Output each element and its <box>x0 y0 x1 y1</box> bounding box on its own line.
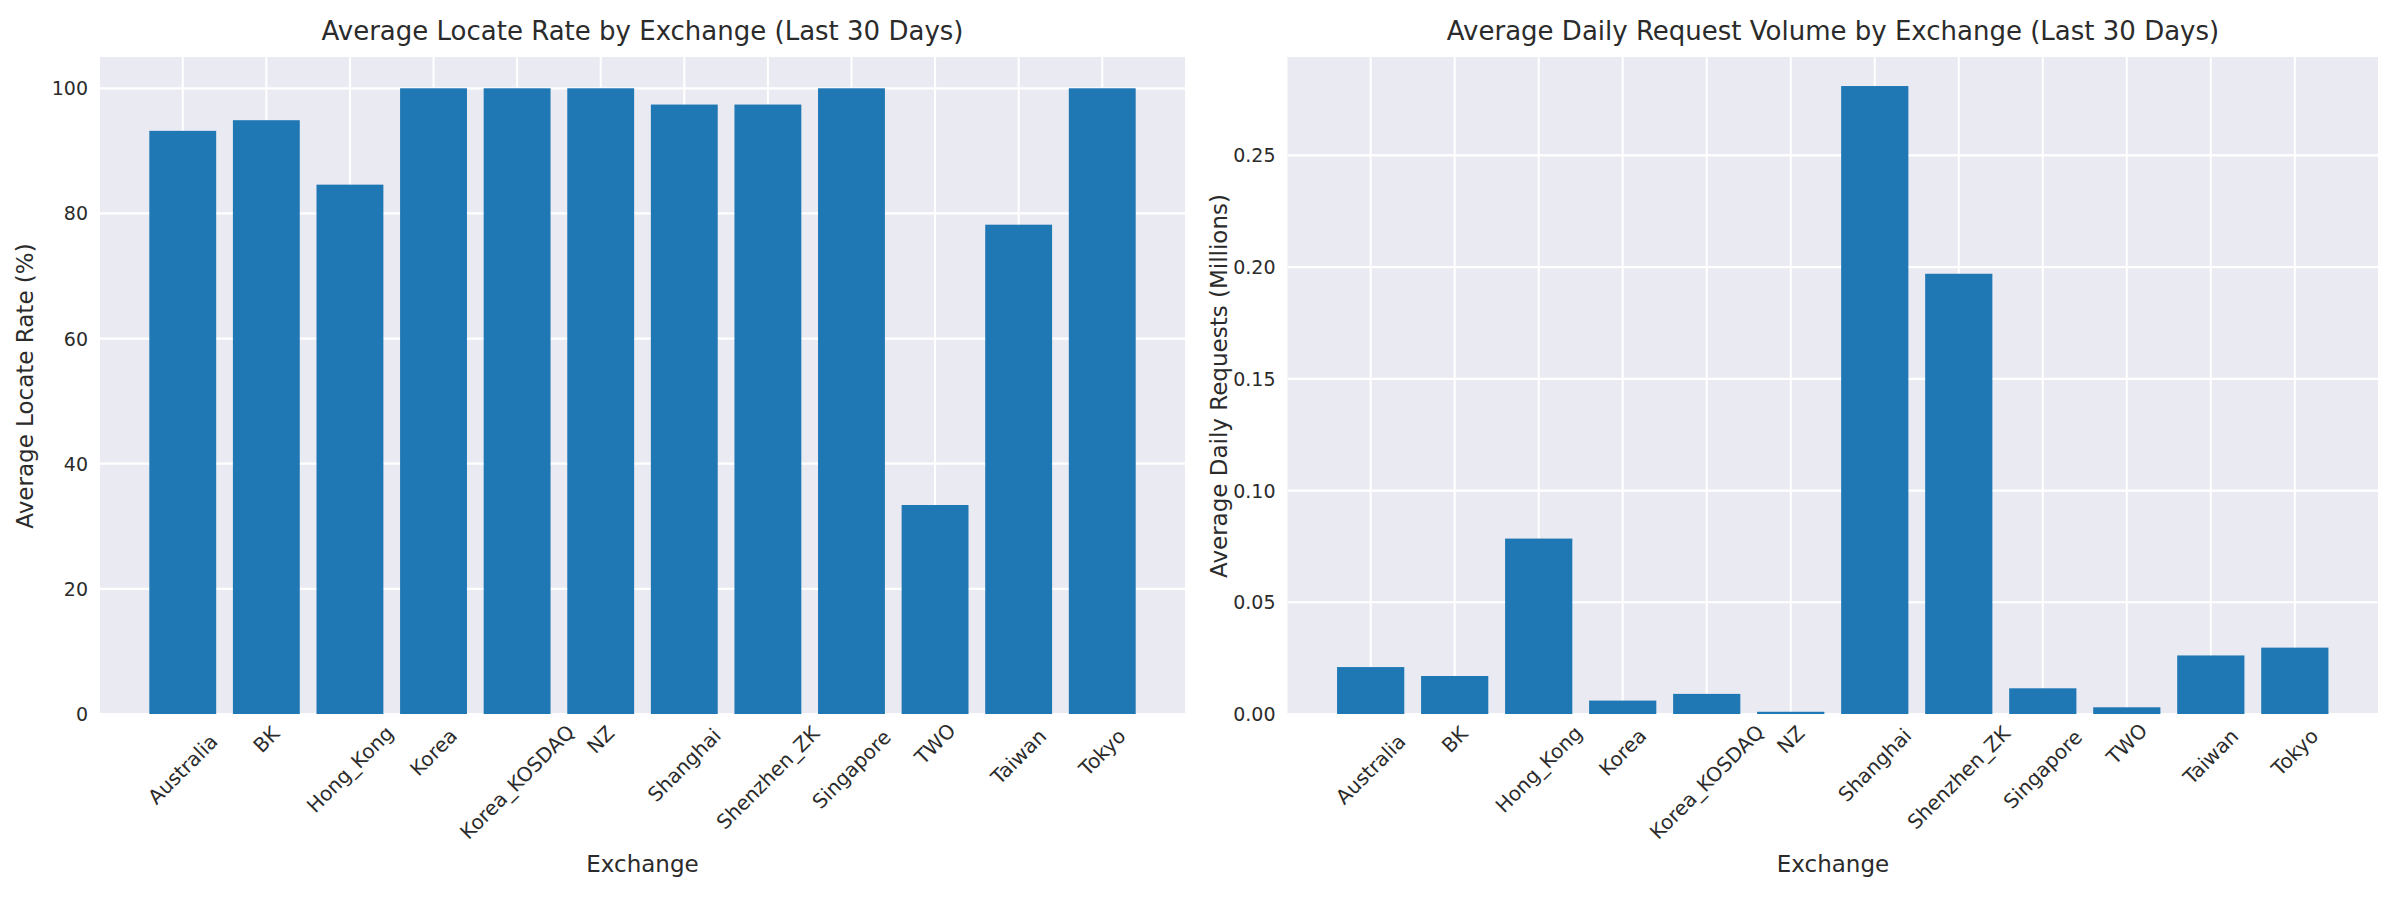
bar-TWO <box>2093 707 2160 714</box>
x-tick-label: Hong_Kong <box>1490 721 1586 817</box>
x-tick-label: BK <box>248 721 285 758</box>
bar-Hong_Kong <box>316 185 383 714</box>
bar-BK <box>1421 676 1488 714</box>
bar-TWO <box>902 505 969 714</box>
x-tick-label: Shenzhen_ZK <box>712 721 825 834</box>
x-tick-label: Taiwan <box>2178 724 2244 790</box>
bar-Singapore <box>818 88 885 714</box>
x-tick-label: Taiwan <box>985 724 1051 790</box>
bar-Korea_KOSDAQ <box>484 88 551 714</box>
y-tick-label: 20 <box>64 578 88 600</box>
bar-Taiwan <box>985 225 1052 714</box>
y-tick-label: 0.20 <box>1233 256 1275 278</box>
bar-Shanghai <box>651 105 718 714</box>
x-tick-label: Korea <box>1594 724 1651 781</box>
x-tick-label: Tokyo <box>1073 724 1130 781</box>
y-tick-label: 0 <box>76 703 88 725</box>
bar-Taiwan <box>2177 655 2244 714</box>
y-tick-label: 40 <box>64 453 88 475</box>
x-tick-label: Australia <box>1331 729 1411 809</box>
bar-Australia <box>1337 667 1404 714</box>
x-tick-label: TWO <box>909 718 960 769</box>
x-tick-label: TWO <box>2101 718 2152 769</box>
bar-Singapore <box>2009 688 2076 714</box>
locate-rate-plot: 0 20 40 60 80 100 Australia BK Hong_KongKoreaKor… <box>0 0 1200 900</box>
x-tick-label: Shanghai <box>643 723 726 806</box>
x-tick-label: Korea_KOSDAQ <box>1645 720 1769 844</box>
bar-NZ <box>567 88 634 714</box>
chart-title: Average Daily Request Volume by Exchange… <box>1288 17 2378 46</box>
x-tick-label: Korea_KOSDAQ <box>455 720 579 844</box>
y-tick-label: 60 <box>64 328 88 350</box>
bar-Tokyo <box>2261 648 2328 714</box>
x-axis-label: Exchange <box>1288 851 2378 877</box>
y-axis-label: Average Locate Rate (%) <box>10 86 40 686</box>
bar-Shenzhen_ZK <box>734 105 801 714</box>
y-tick-label: 80 <box>64 202 88 224</box>
x-tick-label: Shanghai <box>1833 723 1916 806</box>
x-tick-label: Australia <box>143 729 223 809</box>
bar-Tokyo <box>1069 88 1136 714</box>
bar-Shanghai <box>1841 86 1908 714</box>
bar-Korea_KOSDAQ <box>1673 694 1740 714</box>
y-tick-label: 0.10 <box>1233 480 1275 502</box>
bar-Hong_Kong <box>1505 539 1572 714</box>
y-tick-label: 0.25 <box>1233 144 1275 166</box>
y-tick-label: 0.00 <box>1233 703 1275 725</box>
chart-title: Average Locate Rate by Exchange (Last 30… <box>100 17 1185 46</box>
figure-canvas: 020406080100AustraliaBKHong_KongKoreaKor… <box>0 0 2400 900</box>
x-tick-label: NZ <box>582 721 619 758</box>
request-volume-plot: 0.00 0.05 0.10 0.15 0.20 0.25 Australia BK Hong_… <box>1200 0 2400 900</box>
x-tick-label: Tokyo <box>2266 724 2323 781</box>
x-tick-label: Shenzhen_ZK <box>1902 721 2015 834</box>
y-tick-label: 100 <box>52 77 88 99</box>
x-tick-label: NZ <box>1772 721 1809 758</box>
chart-locate-rate: 0 20 40 60 80 100 Australia BK Hong_KongKoreaKor… <box>0 0 1200 900</box>
bar-NZ <box>1757 712 1824 714</box>
y-axis-label: Average Daily Requests (Millions) <box>1204 86 1234 686</box>
x-tick-label: Korea <box>405 724 462 781</box>
bar-Australia <box>149 131 216 714</box>
x-tick-label: Hong_Kong <box>302 721 398 817</box>
x-tick-label: BK <box>1437 721 1474 758</box>
y-tick-label: 0.05 <box>1233 591 1275 613</box>
bar-BK <box>233 120 300 714</box>
bar-Korea <box>400 88 467 714</box>
bar-Korea <box>1589 701 1656 714</box>
x-axis-label: Exchange <box>100 851 1185 877</box>
y-tick-label: 0.15 <box>1233 368 1275 390</box>
bar-Shenzhen_ZK <box>1925 274 1992 714</box>
chart-request-volume: 0.00 0.05 0.10 0.15 0.20 0.25 Australia BK Hong_… <box>1200 0 2400 900</box>
